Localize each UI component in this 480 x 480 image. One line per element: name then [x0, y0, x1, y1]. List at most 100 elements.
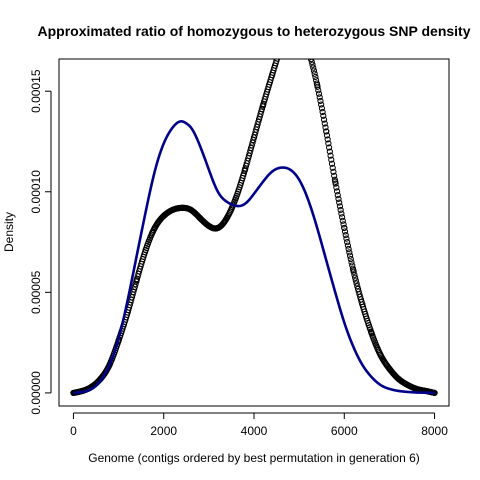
density-point-interpolated — [349, 262, 356, 269]
density-point-interpolated — [352, 274, 359, 281]
density-point-interpolated — [323, 128, 330, 135]
density-point-interpolated — [326, 148, 333, 155]
density-point-interpolated — [306, 49, 311, 54]
density-point-interpolated — [341, 224, 348, 232]
density-point-interpolated — [306, 46, 311, 51]
density-point-interpolated — [336, 199, 343, 206]
density-point-interpolated — [315, 90, 323, 97]
density-point-interpolated — [321, 120, 328, 127]
density-point-interpolated — [315, 87, 322, 94]
density-point-interpolated — [311, 70, 318, 77]
density-point — [306, 46, 311, 51]
density-point-interpolated — [350, 268, 357, 275]
density-line — [73, 120, 435, 395]
density-point-interpolated — [276, 52, 281, 57]
density-point-interpolated — [317, 97, 324, 105]
density-point-interpolated — [344, 242, 351, 249]
density-point-interpolated — [277, 49, 282, 54]
points-series — [70, 40, 438, 397]
density-point-interpolated — [338, 210, 345, 217]
density-point-interpolated — [280, 40, 285, 45]
density-point-interpolated — [279, 43, 284, 48]
density-point-interpolated — [339, 217, 346, 224]
density-point-interpolated — [312, 73, 319, 81]
y-tick-label: 0.00015 — [29, 69, 43, 113]
density-point-interpolated — [327, 152, 334, 159]
density-point — [278, 44, 283, 49]
density-point-interpolated — [304, 42, 309, 47]
density-point-interpolated — [307, 51, 312, 56]
density-point-interpolated — [351, 271, 358, 278]
x-axis-label: Genome (contigs ordered by best permutat… — [88, 451, 420, 465]
density-point-interpolated — [277, 47, 282, 52]
chart-title: Approximated ratio of homozygous to hete… — [37, 23, 470, 39]
density-point-interpolated — [345, 245, 352, 253]
density-point-interpolated — [320, 112, 327, 119]
density-point-interpolated — [329, 164, 336, 171]
density-point-interpolated — [319, 108, 326, 116]
x-tick-label: 2000 — [150, 424, 177, 438]
x-tick-label: 0 — [70, 424, 77, 438]
density-point-interpolated — [335, 195, 342, 202]
x-axis: 0 2000 4000 6000 8000 — [70, 412, 448, 438]
line-series — [73, 120, 435, 395]
y-axis-label: Density — [2, 212, 16, 252]
density-point-interpolated — [276, 59, 280, 60]
density-point-interpolated — [343, 235, 350, 242]
density-point-interpolated — [336, 203, 344, 210]
x-tick-label: 4000 — [241, 424, 268, 438]
plot-frame — [58, 58, 450, 407]
density-point-interpolated — [348, 259, 355, 266]
x-tick-label: 8000 — [421, 424, 448, 438]
density-point-interpolated — [310, 64, 317, 71]
density-point-interpolated — [313, 77, 320, 84]
density-point-interpolated — [330, 168, 337, 175]
density-point-interpolated — [349, 265, 357, 272]
density-point-interpolated — [352, 277, 359, 284]
x-tick-label: 6000 — [331, 424, 358, 438]
density-point-interpolated — [342, 231, 349, 239]
density-point-interpolated — [309, 61, 316, 68]
density-point-interpolated — [318, 101, 325, 108]
density-point-interpolated — [318, 105, 325, 112]
density-point-interpolated — [313, 80, 320, 87]
density-point-interpolated — [305, 44, 310, 49]
density-point-interpolated — [328, 160, 336, 167]
density-point-interpolated — [323, 132, 331, 139]
density-point-interpolated — [334, 192, 341, 199]
density-point-interpolated — [346, 249, 353, 256]
density-point-interpolated — [324, 136, 331, 143]
density-point-interpolated — [278, 45, 283, 50]
density-point-interpolated — [325, 140, 332, 147]
y-tick-label: 0.00000 — [29, 371, 43, 415]
density-point-interpolated — [314, 83, 321, 90]
y-tick-label: 0.00010 — [29, 170, 43, 214]
density-point-interpolated — [316, 94, 323, 101]
density-point-interpolated — [320, 116, 328, 123]
density-point-interpolated — [332, 180, 339, 187]
density-point-interpolated — [333, 188, 341, 195]
density-point-interpolated — [337, 206, 344, 214]
density-point-interpolated — [308, 59, 313, 60]
density-point-interpolated — [353, 280, 360, 287]
density-point-interpolated — [280, 41, 285, 46]
y-axis: 0.00000 0.00005 0.00010 0.00015 — [29, 69, 52, 415]
density-point-interpolated — [274, 59, 281, 62]
density-point-interpolated — [346, 252, 354, 259]
density-point-interpolated — [307, 59, 315, 63]
density-point-interpolated — [303, 40, 308, 45]
density-point-interpolated — [333, 184, 340, 191]
density-point-interpolated — [331, 176, 338, 183]
density-point-interpolated — [308, 59, 315, 65]
density-point-interpolated — [340, 221, 347, 228]
density-point-interpolated — [331, 172, 338, 179]
density-point-interpolated — [344, 238, 351, 246]
y-tick-label: 0.00005 — [29, 270, 43, 314]
density-point-interpolated — [326, 144, 333, 151]
density-point-interpolated — [354, 283, 361, 290]
density-point-interpolated — [341, 228, 349, 235]
density-point-interpolated — [328, 156, 335, 163]
density-point-interpolated — [310, 67, 318, 74]
density-point-interpolated — [347, 255, 354, 263]
